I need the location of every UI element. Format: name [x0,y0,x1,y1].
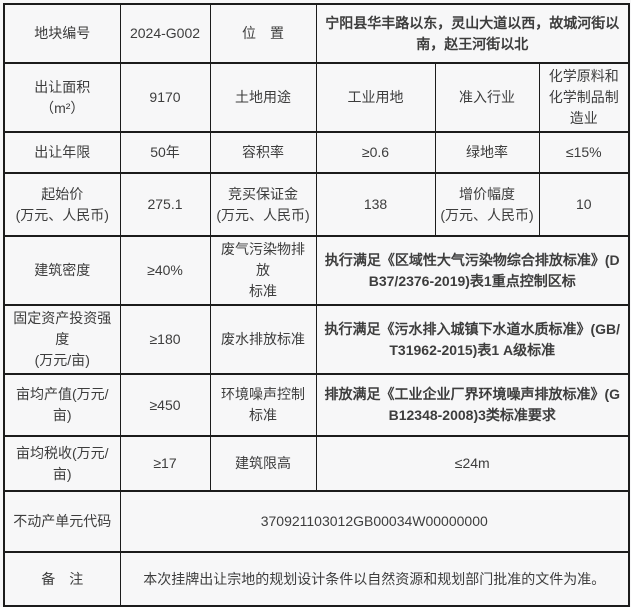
plot-ratio-label: 容积率 [209,131,317,174]
remark-value: 本次挂牌出让宗地的规划设计条件以自然资源和规划部门批准的文件为准。 [119,551,630,607]
parcel-id-label: 地块编号 [3,3,121,64]
plot-ratio-value: ≥0.6 [315,131,436,174]
investment-intensity-value: ≥180 [119,304,211,375]
tax-per-mu-value: ≥17 [119,435,211,492]
output-per-mu-value: ≥450 [119,373,211,437]
table-row: 固定资产投资强度 (万元/亩) ≥180 废水排放标准 执行满足《污水排入城镇下… [3,304,630,375]
height-limit-label: 建筑限高 [209,435,317,492]
noise-standard-label: 环境噪声控制 标准 [209,373,317,437]
deposit-label: 竞买保证金 (万元、人民币) [209,172,317,237]
table-row: 起始价 (万元、人民币) 275.1 竞买保证金 (万元、人民币) 138 增价… [3,172,630,237]
start-price-value: 275.1 [119,172,211,237]
permitted-industry-label: 准入行业 [434,62,540,133]
green-rate-value: ≤15% [538,131,630,174]
table-row: 备 注 本次挂牌出让宗地的规划设计条件以自然资源和规划部门批准的文件为准。 [3,551,630,607]
start-price-label: 起始价 (万元、人民币) [3,172,121,237]
exhaust-standard-label: 废气污染物排放 标准 [209,235,317,306]
land-use-value: 工业用地 [315,62,436,133]
building-density-label: 建筑密度 [3,235,121,306]
wastewater-standard-label: 废水排放标准 [209,304,317,375]
tax-per-mu-label: 亩均税收(万元/ 亩) [3,435,121,492]
building-density-value: ≥40% [119,235,211,306]
location-label: 位 置 [209,3,317,64]
table-row: 出让面积 （m²） 9170 土地用途 工业用地 准入行业 化学原料和 化学制品… [3,62,630,133]
land-use-label: 土地用途 [209,62,317,133]
height-limit-value: ≤24m [315,435,630,492]
exhaust-standard-value: 执行满足《区域性大气污染物综合排放标准》(DB37/2376-2019)表1重点… [315,235,630,306]
parcel-id-value: 2024-G002 [119,3,211,64]
table-row: 地块编号 2024-G002 位 置 宁阳县华丰路以东，灵山大道以西，故城河街以… [3,3,630,64]
permitted-industry-value: 化学原料和 化学制品制 造业 [538,62,630,133]
investment-intensity-label: 固定资产投资强度 (万元/亩) [3,304,121,375]
location-value: 宁阳县华丰路以东，灵山大道以西，故城河街以南，赵王河街以北 [315,3,630,64]
wastewater-standard-value: 执行满足《污水排入城镇下水道水质标准》(GB/T31962-2015)表1 A级… [315,304,630,375]
increment-value: 10 [538,172,630,237]
remark-label: 备 注 [3,551,121,607]
area-label: 出让面积 （m²） [3,62,121,133]
output-per-mu-label: 亩均产值(万元/ 亩) [3,373,121,437]
property-unit-code-value: 370921103012GB00034W00000000 [119,490,630,553]
term-value: 50年 [119,131,211,174]
table-row: 出让年限 50年 容积率 ≥0.6 绿地率 ≤15% [3,131,630,174]
term-label: 出让年限 [3,131,121,174]
increment-label: 增价幅度 (万元、人民币) [434,172,540,237]
land-parcel-table: 地块编号 2024-G002 位 置 宁阳县华丰路以东，灵山大道以西，故城河街以… [3,3,630,607]
table-row: 亩均税收(万元/ 亩) ≥17 建筑限高 ≤24m [3,435,630,492]
green-rate-label: 绿地率 [434,131,540,174]
table-row: 不动产单元代码 370921103012GB00034W00000000 [3,490,630,553]
table-row: 建筑密度 ≥40% 废气污染物排放 标准 执行满足《区域性大气污染物综合排放标准… [3,235,630,306]
noise-standard-value: 排放满足《工业企业厂界环境噪声排放标准》(GB12348-2008)3类标准要求 [315,373,630,437]
deposit-value: 138 [315,172,436,237]
property-unit-code-label: 不动产单元代码 [3,490,121,553]
table-row: 亩均产值(万元/ 亩) ≥450 环境噪声控制 标准 排放满足《工业企业厂界环境… [3,373,630,437]
area-value: 9170 [119,62,211,133]
